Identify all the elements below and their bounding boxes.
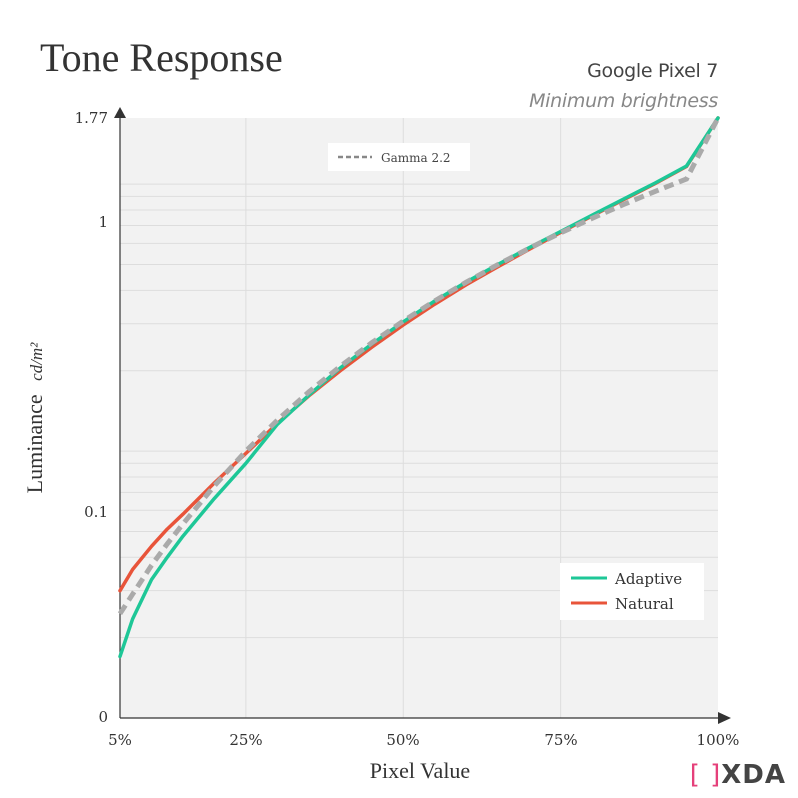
x-axis-arrow bbox=[718, 712, 731, 724]
y-tick-label: 0 bbox=[98, 708, 108, 726]
x-tick-label: 50% bbox=[386, 731, 419, 749]
x-tick-label: 75% bbox=[544, 731, 577, 749]
y-axis-unit: cd/m² bbox=[27, 342, 46, 381]
y-axis-title-text: Luminance bbox=[22, 394, 47, 493]
xda-logo: [ ]XDA bbox=[690, 760, 786, 790]
x-tick-label: 25% bbox=[229, 731, 262, 749]
y-tick-label: 0.1 bbox=[84, 503, 108, 521]
adaptive-legend-label: Adaptive bbox=[614, 570, 682, 588]
brightness-condition: Minimum brightness bbox=[529, 90, 718, 112]
x-tick-label: 100% bbox=[697, 731, 740, 749]
series-legend-box bbox=[560, 563, 704, 620]
gamma-legend-box bbox=[328, 143, 470, 171]
y-axis-arrow bbox=[114, 107, 126, 118]
gamma-series-line bbox=[117, 116, 721, 616]
gamma-legend-label: Gamma 2.2 bbox=[381, 151, 451, 165]
xda-logo-text: XDA bbox=[721, 760, 786, 790]
y-tick-label: 1.77 bbox=[75, 109, 108, 127]
y-tick-label: 1 bbox=[98, 213, 108, 231]
natural-legend-label: Natural bbox=[615, 595, 674, 613]
device-name: Google Pixel 7 bbox=[587, 60, 718, 82]
plot-background bbox=[120, 118, 718, 718]
x-tick-label: 5% bbox=[108, 731, 132, 749]
y-axis-title: Luminance cd/m² bbox=[22, 342, 47, 494]
x-axis-title: Pixel Value bbox=[370, 758, 470, 783]
chart-title: Tone Response bbox=[40, 35, 283, 80]
xda-bracket-icon: [ ] bbox=[689, 760, 722, 790]
